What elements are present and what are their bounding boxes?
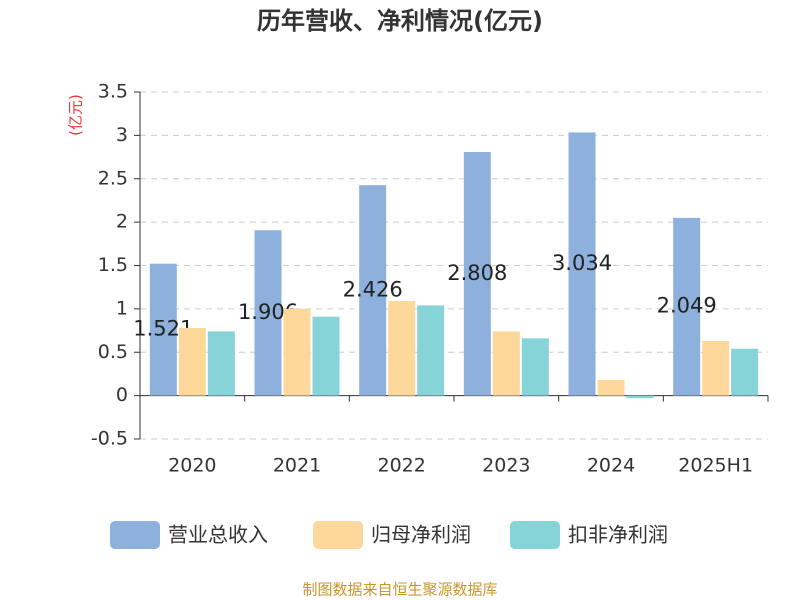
y-axis-label: (亿元) bbox=[67, 94, 85, 136]
x-tick-label: 2022 bbox=[377, 455, 425, 477]
y-tick-label: 1 bbox=[116, 297, 128, 319]
y-tick-label: 1.5 bbox=[98, 254, 128, 276]
source: 制图数据来自恒生聚源数据库 bbox=[302, 581, 497, 599]
y-tick-label: -0.5 bbox=[91, 428, 128, 450]
x-tick-label: 2023 bbox=[482, 455, 530, 477]
y-tick-label: 3 bbox=[116, 124, 128, 146]
value-label: 3.034 bbox=[552, 251, 612, 275]
bar bbox=[207, 331, 235, 396]
y-tick-label: 2.5 bbox=[98, 167, 128, 189]
value-label: 2.426 bbox=[343, 277, 403, 301]
bar bbox=[521, 338, 549, 396]
legend-label: 归母净利润 bbox=[371, 523, 471, 547]
legend-label: 营业总收入 bbox=[168, 523, 268, 547]
bar bbox=[254, 230, 282, 396]
legend-swatch bbox=[313, 521, 363, 549]
bar bbox=[388, 301, 416, 396]
bar bbox=[417, 305, 445, 396]
bar bbox=[702, 340, 730, 396]
bar bbox=[597, 380, 625, 396]
bar bbox=[312, 316, 340, 396]
y-tick-label: 0 bbox=[116, 384, 128, 406]
bar bbox=[731, 348, 759, 396]
x-tick-label: 2024 bbox=[587, 455, 635, 477]
bar bbox=[626, 395, 654, 399]
y-tick-label: 2 bbox=[116, 211, 128, 233]
bar bbox=[149, 263, 177, 396]
bar bbox=[359, 185, 387, 396]
value-label: 2.808 bbox=[447, 261, 507, 285]
bar bbox=[492, 331, 520, 396]
value-label: 2.049 bbox=[657, 294, 717, 318]
chart-title: 历年营收、净利情况(亿元) bbox=[257, 7, 543, 35]
x-tick-label: 2025H1 bbox=[678, 455, 753, 477]
x-tick-label: 2020 bbox=[168, 455, 216, 477]
bar bbox=[283, 308, 311, 396]
bar bbox=[568, 132, 596, 396]
x-tick-label: 2021 bbox=[273, 455, 321, 477]
bar bbox=[463, 152, 491, 396]
bar bbox=[178, 327, 206, 396]
y-tick-label: 0.5 bbox=[98, 341, 128, 363]
bar bbox=[673, 217, 701, 396]
y-tick-label: 3.5 bbox=[98, 81, 128, 103]
legend-swatch bbox=[510, 521, 560, 549]
legend-label: 扣非净利润 bbox=[568, 523, 668, 547]
legend-swatch bbox=[110, 521, 160, 549]
